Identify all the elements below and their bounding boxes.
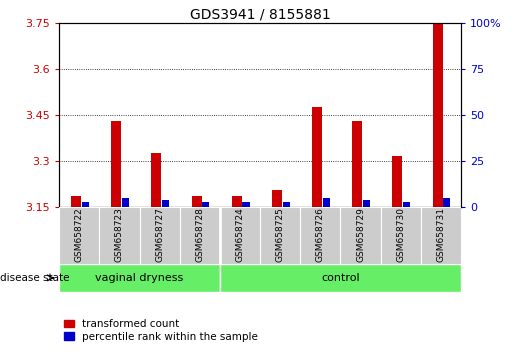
Text: control: control [321,273,359,283]
Bar [162,200,169,207]
Text: GSM658731: GSM658731 [436,207,445,262]
Text: GSM658730: GSM658730 [396,207,405,262]
Bar [180,207,220,264]
Bar [421,207,461,264]
Bar [260,207,300,264]
Bar [312,107,322,207]
Bar [111,121,122,207]
Bar [59,264,220,292]
Text: GSM658723: GSM658723 [115,207,124,262]
Text: GSM658726: GSM658726 [316,207,325,262]
Bar [71,196,81,207]
Bar [151,153,162,207]
Bar [300,207,340,264]
Bar [283,201,290,207]
Bar [381,207,421,264]
Text: GSM658727: GSM658727 [155,207,164,262]
Bar [443,198,451,207]
Bar [122,198,129,207]
Bar [99,207,140,264]
Text: GSM658728: GSM658728 [195,207,204,262]
Bar [140,207,180,264]
Bar [82,201,89,207]
Bar [220,207,260,264]
Title: GDS3941 / 8155881: GDS3941 / 8155881 [190,8,331,22]
Bar [202,201,210,207]
Bar [243,201,250,207]
Text: disease state: disease state [1,273,70,283]
Bar [433,23,443,207]
Text: vaginal dryness: vaginal dryness [95,273,184,283]
Bar [220,264,461,292]
Bar [272,190,282,207]
Text: GSM658724: GSM658724 [235,207,245,262]
Text: GSM658729: GSM658729 [356,207,365,262]
Legend: transformed count, percentile rank within the sample: transformed count, percentile rank withi… [64,319,258,342]
Bar [403,201,410,207]
Bar [363,200,370,207]
Bar [232,196,242,207]
Bar [59,207,99,264]
Bar [323,198,330,207]
Bar [340,207,381,264]
Bar [392,156,403,207]
Bar [352,121,363,207]
Text: GSM658722: GSM658722 [75,207,84,262]
Text: GSM658725: GSM658725 [276,207,285,262]
Bar [192,196,202,207]
